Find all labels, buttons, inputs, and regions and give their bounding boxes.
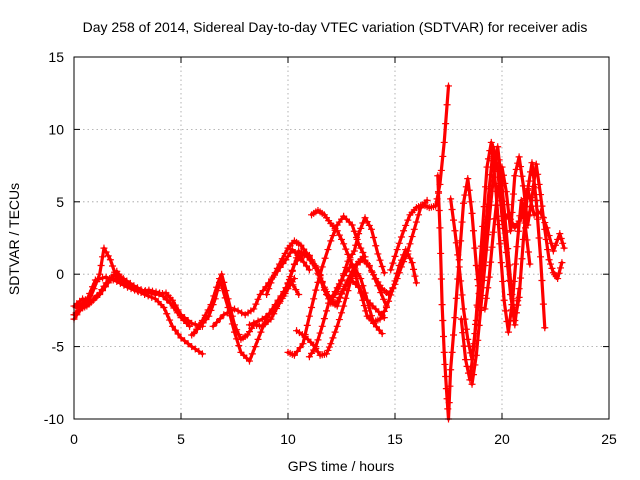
y-tick-label: -10 <box>44 411 64 427</box>
series-trace <box>192 276 301 363</box>
series-trace-7 <box>209 245 314 331</box>
series-layer <box>69 81 569 424</box>
series-trace-4 <box>72 272 194 331</box>
y-tick-label: 10 <box>48 121 64 137</box>
series-trace-15 <box>386 81 453 274</box>
series-trace-6 <box>189 274 303 366</box>
series-trace-12 <box>283 212 370 360</box>
series-trace <box>309 208 418 324</box>
x-tick-label: 5 <box>177 431 185 447</box>
x-tick-label: 25 <box>601 431 617 447</box>
y-tick-label: 5 <box>56 194 64 210</box>
x-tick-label: 10 <box>280 431 296 447</box>
x-tick-label: 0 <box>70 431 78 447</box>
series-trace <box>72 246 204 356</box>
y-axis-title: SDTVAR / TECUs <box>6 183 22 295</box>
series-trace-3 <box>69 244 207 358</box>
series-trace <box>286 214 367 357</box>
x-tick-label: 20 <box>494 431 510 447</box>
y-tick-label: 0 <box>56 266 64 282</box>
series-trace-13 <box>305 213 389 361</box>
y-tick-label: 15 <box>48 49 64 65</box>
y-tick-label: -5 <box>52 339 65 355</box>
series-trace <box>436 174 483 421</box>
series-trace-19 <box>467 142 549 389</box>
series-trace <box>470 145 547 386</box>
series-trace <box>211 248 311 328</box>
x-tick-label: 15 <box>387 431 403 447</box>
series-trace-20 <box>480 152 567 314</box>
chart-title: Day 258 of 2014, Sidereal Day-to-day VTE… <box>83 19 588 35</box>
series-trace-14 <box>307 206 421 327</box>
x-axis-title: GPS time / hours <box>288 458 395 474</box>
series-trace <box>74 275 192 328</box>
series-trace-21 <box>497 184 569 256</box>
series-trace-18 <box>457 138 534 385</box>
series-trace-16 <box>433 171 485 424</box>
plot-area-frame <box>73 56 610 420</box>
